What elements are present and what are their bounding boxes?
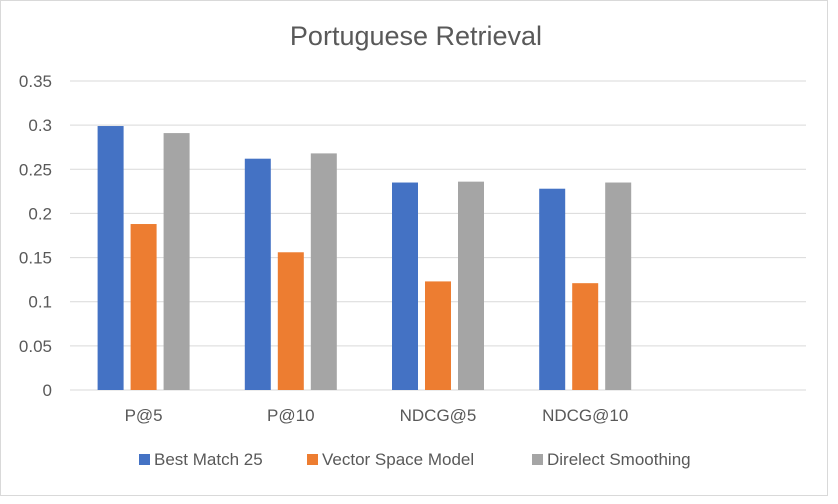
gridlines	[70, 80, 806, 391]
bar-3-2	[605, 182, 632, 390]
bar-0-0	[97, 126, 124, 391]
legend-label-1: Vector Space Model	[322, 450, 474, 469]
x-tick-label: P@10	[267, 406, 315, 425]
bars	[97, 126, 632, 391]
legend: Best Match 25 Vector Space Model Direlect …	[139, 450, 691, 469]
y-tick-label: 0.35	[19, 72, 52, 91]
x-tick-label: NDCG@10	[542, 406, 628, 425]
legend-swatch-2	[532, 454, 543, 465]
legend-label-2: Direlect Smoothing	[547, 450, 691, 469]
y-tick-label: 0.1	[28, 293, 52, 312]
bar-2-0	[392, 182, 418, 390]
bar-1-2	[310, 153, 337, 390]
bar-1-0	[244, 158, 271, 390]
x-tick-label: P@5	[125, 406, 163, 425]
chart-title: Portuguese Retrieval	[290, 21, 542, 51]
y-tick-label: 0.25	[19, 160, 52, 179]
bar-2-2	[458, 181, 484, 390]
y-tick-label: 0.05	[19, 337, 52, 356]
legend-swatch-1	[307, 454, 318, 465]
bar-3-0	[539, 188, 566, 390]
y-tick-label: 0.3	[28, 116, 52, 135]
y-axis: 0 0.05 0.1 0.15 0.2 0.25 0.3 0.35	[19, 72, 52, 400]
legend-label-0: Best Match 25	[154, 450, 263, 469]
y-tick-label: 0.2	[28, 204, 52, 223]
bar-3-1	[572, 283, 599, 390]
legend-swatch-0	[139, 454, 150, 465]
x-axis: P@5 P@10 NDCG@5 NDCG@10	[125, 406, 629, 425]
bar-1-1	[277, 252, 304, 390]
bar-0-2	[163, 133, 190, 391]
y-tick-label: 0.15	[19, 249, 52, 268]
bar-2-1	[425, 281, 451, 390]
y-tick-label: 0	[43, 381, 52, 400]
bar-0-1	[130, 224, 157, 390]
x-tick-label: NDCG@5	[400, 406, 477, 425]
